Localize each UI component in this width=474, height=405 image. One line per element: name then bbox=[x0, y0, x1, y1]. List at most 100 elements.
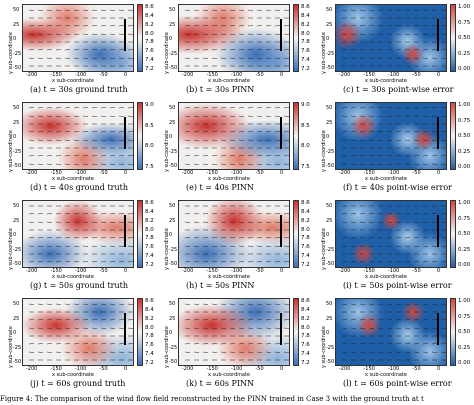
wind-arrow bbox=[100, 163, 107, 165]
wind-arrow bbox=[220, 327, 227, 329]
wind-arrow bbox=[377, 9, 384, 11]
wind-arrow bbox=[220, 319, 227, 321]
wind-arrow bbox=[368, 139, 375, 141]
wind-arrow bbox=[46, 303, 53, 305]
colorbar-tick-label: 0.50 bbox=[458, 35, 471, 41]
x-tick-label: -200 bbox=[26, 72, 38, 78]
wind-arrow bbox=[274, 327, 281, 329]
wind-arrow bbox=[37, 237, 44, 239]
colorbar-tick-label: 7.6 bbox=[145, 342, 154, 349]
wind-arrow bbox=[386, 351, 393, 353]
wind-arrow bbox=[350, 327, 357, 329]
wind-arrow bbox=[28, 221, 35, 223]
wind-arrow bbox=[37, 261, 44, 263]
y-tick-label: 50 bbox=[13, 7, 20, 13]
wind-arrow bbox=[229, 351, 236, 353]
wind-arrow bbox=[341, 155, 348, 157]
wind-arrow bbox=[422, 319, 429, 321]
wind-arrow bbox=[440, 139, 446, 141]
wind-arrow bbox=[247, 319, 254, 321]
wind-arrow bbox=[265, 245, 272, 247]
wind-arrow bbox=[404, 319, 411, 321]
wind-arrow bbox=[283, 261, 289, 263]
wind-arrow bbox=[220, 33, 227, 35]
wind-arrow bbox=[359, 57, 366, 59]
wind-arrow bbox=[211, 261, 218, 263]
x-tick-label: -50 bbox=[99, 72, 108, 78]
wind-arrow bbox=[368, 9, 375, 11]
colorbar-tick-label: 7.5 bbox=[301, 164, 310, 170]
colorbar-tick-label: 8.0 bbox=[301, 226, 310, 233]
wind-arrow bbox=[413, 57, 420, 59]
wind-arrow bbox=[422, 107, 429, 109]
wind-arrow bbox=[37, 213, 44, 215]
wind-arrow bbox=[118, 163, 125, 165]
panel-h: y sub-coordinate 50 25 0 -25 -50 -200 -150 -100-… bbox=[164, 200, 330, 295]
wind-arrow bbox=[55, 107, 62, 109]
wind-arrow bbox=[220, 25, 227, 27]
wind-arrow bbox=[55, 245, 62, 247]
colorbar bbox=[293, 4, 299, 72]
wind-arrow bbox=[82, 115, 89, 117]
x-tick-label: -200 bbox=[182, 72, 194, 78]
wind-arrow bbox=[184, 139, 191, 141]
wind-arrow bbox=[238, 261, 245, 263]
wind-arrow bbox=[283, 163, 289, 165]
wind-arrow bbox=[256, 9, 263, 11]
wind-arrow bbox=[109, 33, 116, 35]
wind-arrow bbox=[341, 107, 348, 109]
colorbar bbox=[450, 102, 456, 170]
wind-arrow bbox=[341, 131, 348, 133]
y-tick-label: 0 bbox=[169, 36, 173, 42]
y-tick-label: 0 bbox=[326, 330, 330, 336]
wind-arrow bbox=[440, 57, 446, 59]
wind-arrow bbox=[431, 213, 438, 215]
wind-arrow bbox=[73, 319, 80, 321]
wind-arrow bbox=[395, 139, 402, 141]
wind-arrow bbox=[229, 9, 236, 11]
wind-field-map bbox=[22, 298, 134, 366]
wind-arrow bbox=[46, 261, 53, 263]
wind-field-map bbox=[22, 102, 134, 170]
colorbar-tick-label: 7.2 bbox=[301, 360, 310, 366]
colorbar-tick-label: 8.4 bbox=[145, 208, 154, 215]
wind-arrow bbox=[193, 213, 200, 215]
wind-arrow bbox=[274, 25, 281, 27]
wind-arrow bbox=[386, 245, 393, 247]
wind-arrow bbox=[341, 25, 348, 27]
wind-arrow bbox=[283, 351, 289, 353]
wind-arrow bbox=[100, 213, 107, 215]
wind-arrow bbox=[184, 33, 191, 35]
wind-arrow bbox=[341, 49, 348, 51]
wind-arrow bbox=[283, 343, 289, 345]
wind-arrow bbox=[37, 245, 44, 247]
wind-arrow bbox=[283, 115, 289, 117]
colorbar-tick-label: 8.0 bbox=[145, 226, 154, 233]
x-axis-label: x sub-coordinate bbox=[52, 372, 94, 378]
wind-arrow bbox=[211, 155, 218, 157]
wind-arrow bbox=[91, 245, 98, 247]
x-tick-label: -50 bbox=[412, 268, 421, 274]
wind-arrow bbox=[431, 261, 438, 263]
panel-g: y sub-coordinate 50 25 0 -25 -50 -200 -150 -100-… bbox=[8, 200, 174, 295]
colorbar-tick-label: 7.4 bbox=[301, 253, 310, 260]
wind-arrow bbox=[127, 237, 133, 239]
x-axis-label: x sub-coordinate bbox=[52, 274, 94, 280]
colorbar-tick-label: 0.75 bbox=[458, 19, 471, 26]
wind-arrow bbox=[377, 139, 384, 141]
wind-arrow bbox=[82, 107, 89, 109]
wind-arrow bbox=[440, 155, 446, 157]
colorbar-tick-label: 8.2 bbox=[301, 315, 310, 322]
wind-arrow bbox=[350, 33, 357, 35]
wind-arrow bbox=[256, 115, 263, 117]
x-tick-label: -150 bbox=[206, 366, 218, 372]
wind-arrow bbox=[55, 155, 62, 157]
wind-arrow bbox=[211, 9, 218, 11]
wind-arrow bbox=[127, 261, 133, 263]
wind-arrow bbox=[184, 213, 191, 215]
wind-arrow bbox=[238, 107, 245, 109]
wind-arrow bbox=[274, 351, 281, 353]
wind-arrow bbox=[73, 139, 80, 141]
wind-arrow bbox=[422, 139, 429, 141]
wind-arrow bbox=[404, 303, 411, 305]
